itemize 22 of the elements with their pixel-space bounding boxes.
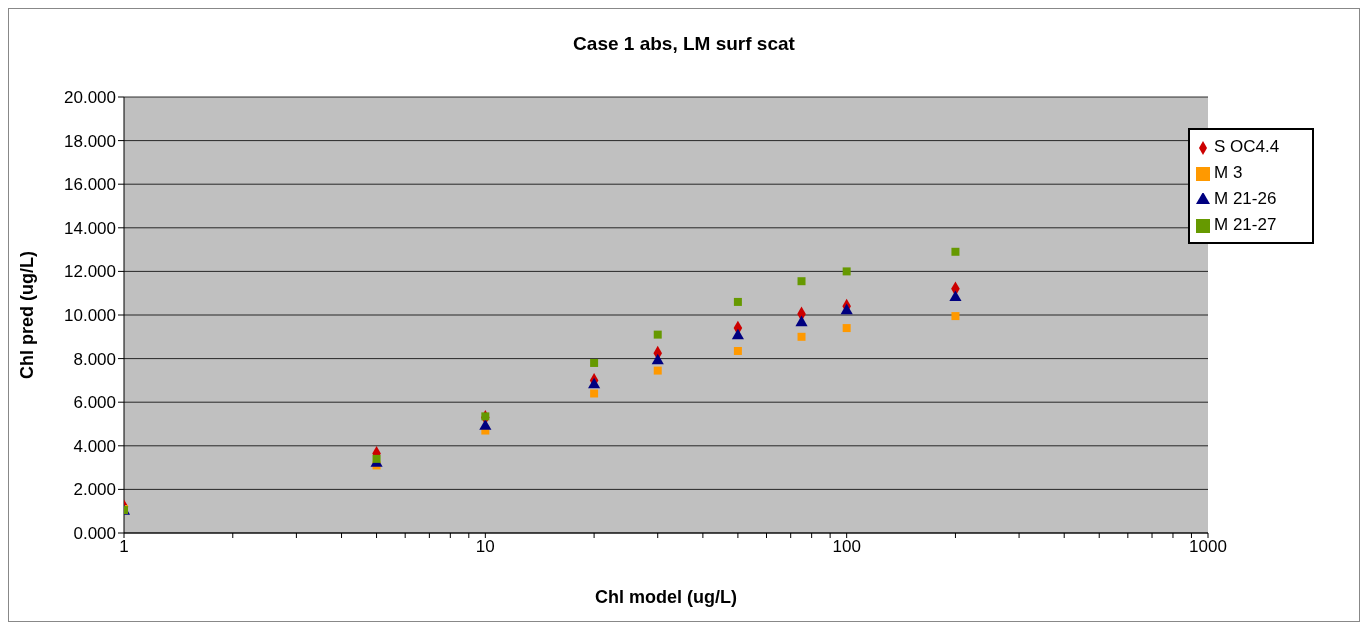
- x-tick-label: 1: [119, 537, 129, 557]
- y-tick-label: 18.000: [64, 131, 116, 151]
- legend-label: M 3: [1214, 163, 1243, 182]
- legend-label: M 21-27: [1214, 215, 1277, 234]
- x-axis-title: Chl model (ug/L): [595, 587, 737, 607]
- x-tick-label: 10: [475, 537, 495, 557]
- y-tick-label: 6.000: [73, 393, 116, 413]
- y-tick-label: 16.000: [64, 175, 116, 195]
- y-tick-label: 14.000: [64, 218, 116, 238]
- y-tick-label: 2.000: [73, 480, 116, 500]
- y-tick-label: 4.000: [73, 436, 116, 456]
- legend-label: M 21-26: [1214, 189, 1277, 208]
- y-tick-label: 10.000: [64, 306, 116, 326]
- y-tick-label: 8.000: [73, 349, 116, 369]
- chart-title: Case 1 abs, LM surf scat: [572, 32, 796, 56]
- x-tick-label: 100: [832, 537, 861, 557]
- legend-label: S OC4.4: [1214, 137, 1280, 156]
- y-axis-title: Chl pred (ug/L): [17, 251, 38, 379]
- x-tick-label: 1000: [1189, 537, 1227, 557]
- y-tick-label: 0.000: [73, 524, 116, 544]
- y-tick-label: 12.000: [64, 262, 116, 282]
- y-tick-label: 20.000: [64, 88, 116, 108]
